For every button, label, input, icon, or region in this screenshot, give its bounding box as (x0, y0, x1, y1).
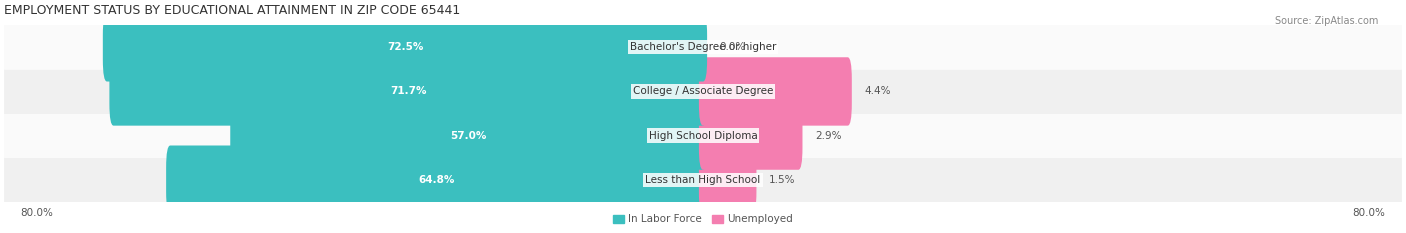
Text: 0.0%: 0.0% (720, 42, 745, 52)
FancyBboxPatch shape (699, 57, 852, 126)
Text: 1.5%: 1.5% (769, 175, 796, 185)
Text: High School Diploma: High School Diploma (648, 130, 758, 140)
Text: 4.4%: 4.4% (865, 86, 890, 96)
Text: 72.5%: 72.5% (387, 42, 423, 52)
Text: 57.0%: 57.0% (450, 130, 486, 140)
Text: 2.9%: 2.9% (815, 130, 841, 140)
FancyBboxPatch shape (4, 113, 1402, 158)
Text: Bachelor's Degree or higher: Bachelor's Degree or higher (630, 42, 776, 52)
FancyBboxPatch shape (103, 13, 707, 82)
FancyBboxPatch shape (4, 69, 1402, 114)
FancyBboxPatch shape (4, 157, 1402, 202)
FancyBboxPatch shape (231, 101, 707, 170)
FancyBboxPatch shape (4, 25, 1402, 70)
Text: EMPLOYMENT STATUS BY EDUCATIONAL ATTAINMENT IN ZIP CODE 65441: EMPLOYMENT STATUS BY EDUCATIONAL ATTAINM… (4, 4, 460, 17)
FancyBboxPatch shape (699, 101, 803, 170)
Text: 64.8%: 64.8% (419, 175, 454, 185)
Text: Source: ZipAtlas.com: Source: ZipAtlas.com (1274, 16, 1378, 26)
Text: Less than High School: Less than High School (645, 175, 761, 185)
FancyBboxPatch shape (166, 145, 707, 214)
Text: College / Associate Degree: College / Associate Degree (633, 86, 773, 96)
Text: 71.7%: 71.7% (389, 86, 426, 96)
FancyBboxPatch shape (110, 57, 707, 126)
Text: 80.0%: 80.0% (1353, 208, 1385, 218)
FancyBboxPatch shape (699, 145, 756, 214)
Text: 80.0%: 80.0% (21, 208, 53, 218)
Legend: In Labor Force, Unemployed: In Labor Force, Unemployed (609, 210, 797, 228)
